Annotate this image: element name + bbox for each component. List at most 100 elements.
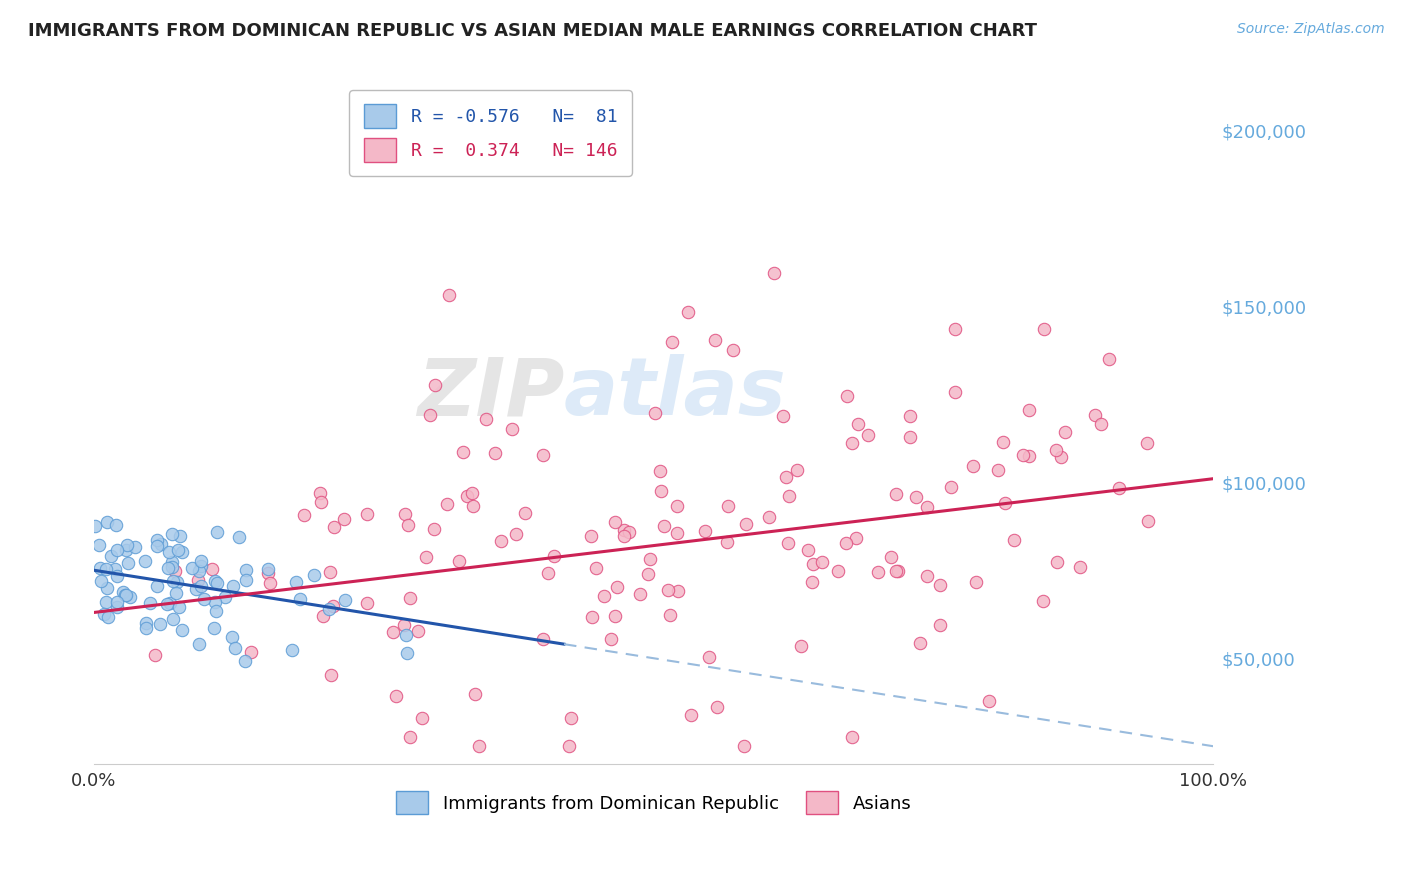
Point [257, 562, 280, 576]
Point [592, 589, 614, 603]
Point [827, 565, 849, 579]
Point [560, 711, 582, 725]
Point [135, 616, 157, 631]
Point [184, 582, 207, 596]
Point [284, 575, 307, 590]
Point [786, 463, 808, 477]
Point [96, 516, 118, 530]
Point [693, 524, 716, 538]
Point [149, 537, 172, 551]
Point [557, 739, 579, 754]
Point [1045, 443, 1067, 458]
Point [977, 694, 1000, 708]
Point [619, 525, 641, 540]
Point [382, 625, 405, 640]
Text: IMMIGRANTS FROM DOMINICAN REPUBLIC VS ASIAN MEDIAN MALE EARNINGS CORRELATION CHA: IMMIGRANTS FROM DOMINICAN REPUBLIC VS AS… [28, 22, 1038, 40]
Point [159, 596, 181, 610]
Point [908, 635, 931, 649]
Point [105, 599, 128, 614]
Point [928, 618, 950, 632]
Point [160, 526, 183, 541]
Point [1136, 435, 1159, 450]
Legend: Immigrants from Dominican Republic, Asians: Immigrants from Dominican Republic, Asia… [387, 782, 921, 823]
Point [704, 334, 727, 348]
Point [204, 603, 226, 617]
Point [733, 739, 755, 754]
Point [456, 489, 478, 503]
Point [678, 305, 700, 319]
Point [115, 588, 138, 602]
Point [1090, 417, 1112, 431]
Point [762, 266, 785, 280]
Point [356, 596, 378, 610]
Point [585, 561, 607, 575]
Point [543, 549, 565, 563]
Point [463, 499, 485, 513]
Point [235, 573, 257, 587]
Point [1137, 515, 1160, 529]
Point [188, 637, 211, 651]
Point [915, 569, 938, 583]
Point [120, 590, 142, 604]
Point [603, 515, 626, 529]
Point [312, 608, 335, 623]
Point [659, 607, 682, 622]
Point [657, 583, 679, 598]
Point [309, 495, 332, 509]
Point [190, 579, 212, 593]
Point [1108, 481, 1130, 495]
Point [723, 343, 745, 357]
Point [666, 500, 689, 514]
Point [706, 699, 728, 714]
Point [145, 648, 167, 662]
Point [1032, 322, 1054, 336]
Point [796, 543, 818, 558]
Point [166, 575, 188, 590]
Point [162, 560, 184, 574]
Point [322, 599, 344, 613]
Point [394, 627, 416, 641]
Point [461, 486, 484, 500]
Point [505, 526, 527, 541]
Point [537, 566, 560, 581]
Point [257, 566, 280, 581]
Point [637, 567, 659, 582]
Point [884, 564, 907, 578]
Text: Source: ZipAtlas.com: Source: ZipAtlas.com [1237, 22, 1385, 37]
Point [581, 529, 603, 543]
Point [600, 632, 623, 647]
Point [800, 575, 823, 590]
Point [394, 507, 416, 521]
Point [841, 730, 863, 744]
Point [418, 409, 440, 423]
Point [292, 508, 315, 523]
Point [1050, 450, 1073, 464]
Point [96, 561, 118, 575]
Point [205, 525, 228, 540]
Point [613, 529, 636, 543]
Point [156, 597, 179, 611]
Point [156, 561, 179, 575]
Point [180, 561, 202, 575]
Point [134, 554, 156, 568]
Point [1032, 594, 1054, 608]
Point [898, 430, 921, 444]
Point [467, 739, 489, 754]
Point [204, 574, 226, 589]
Point [233, 654, 256, 668]
Point [1002, 533, 1025, 548]
Point [661, 334, 683, 349]
Point [157, 545, 180, 559]
Point [411, 711, 433, 725]
Point [962, 458, 984, 473]
Point [1018, 403, 1040, 417]
Point [281, 642, 304, 657]
Point [772, 409, 794, 423]
Point [994, 496, 1017, 510]
Point [235, 563, 257, 577]
Point [531, 632, 554, 647]
Point [758, 509, 780, 524]
Point [228, 530, 250, 544]
Point [84, 518, 107, 533]
Point [841, 435, 863, 450]
